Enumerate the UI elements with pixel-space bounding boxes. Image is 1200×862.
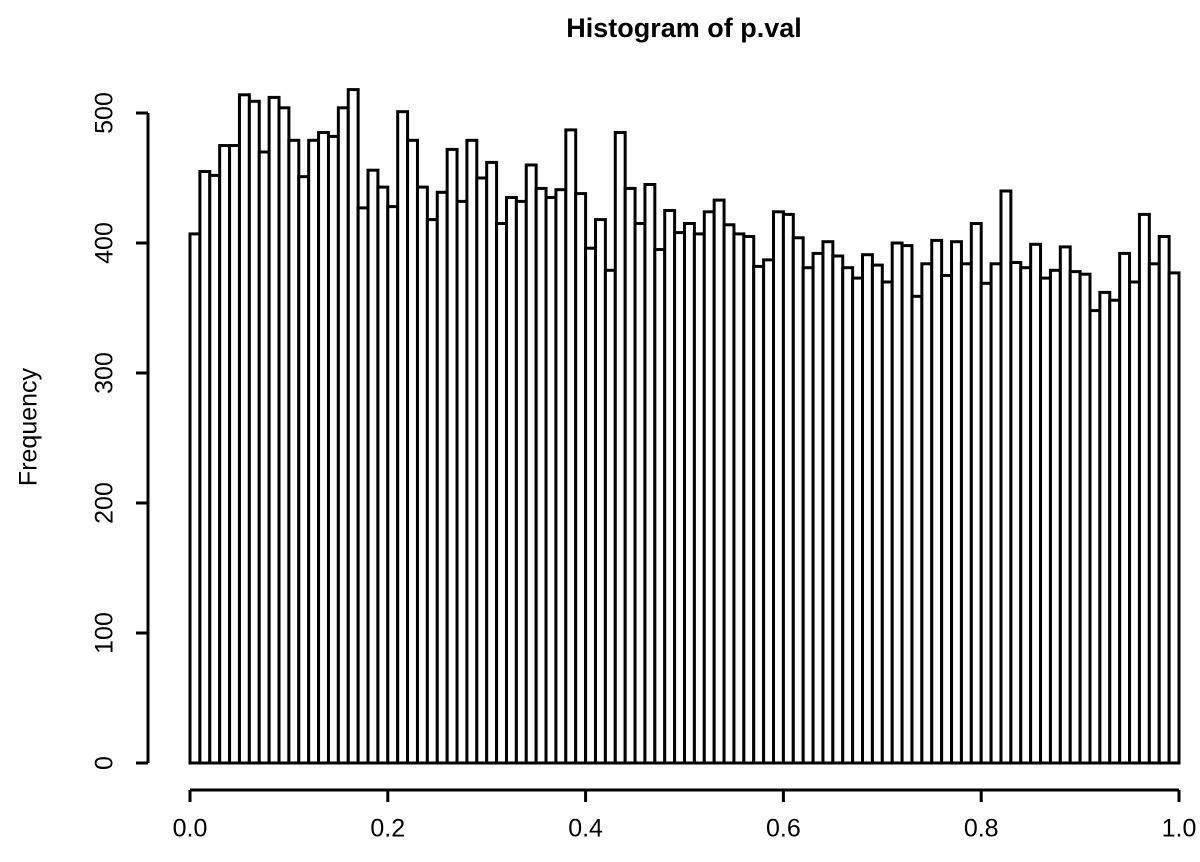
- x-tick-label: 0.8: [964, 815, 999, 843]
- x-tick-label: 0.6: [766, 815, 801, 843]
- chart-title: Histogram of p.val: [566, 13, 802, 43]
- y-tick-label: 200: [91, 482, 119, 524]
- x-tick-label: 0.2: [370, 815, 405, 843]
- x-tick-label: 0.4: [568, 815, 603, 843]
- y-tick-label: 100: [91, 612, 119, 654]
- y-axis-label: Frequency: [15, 367, 43, 486]
- y-tick-label: 500: [91, 92, 119, 134]
- y-tick-label: 0: [91, 756, 119, 770]
- x-tick-label: 1.0: [1162, 815, 1197, 843]
- bar: [1167, 271, 1181, 765]
- y-tick-label: 300: [91, 352, 119, 394]
- x-tick-label: 0.0: [173, 815, 208, 843]
- y-tick-label: 400: [91, 222, 119, 264]
